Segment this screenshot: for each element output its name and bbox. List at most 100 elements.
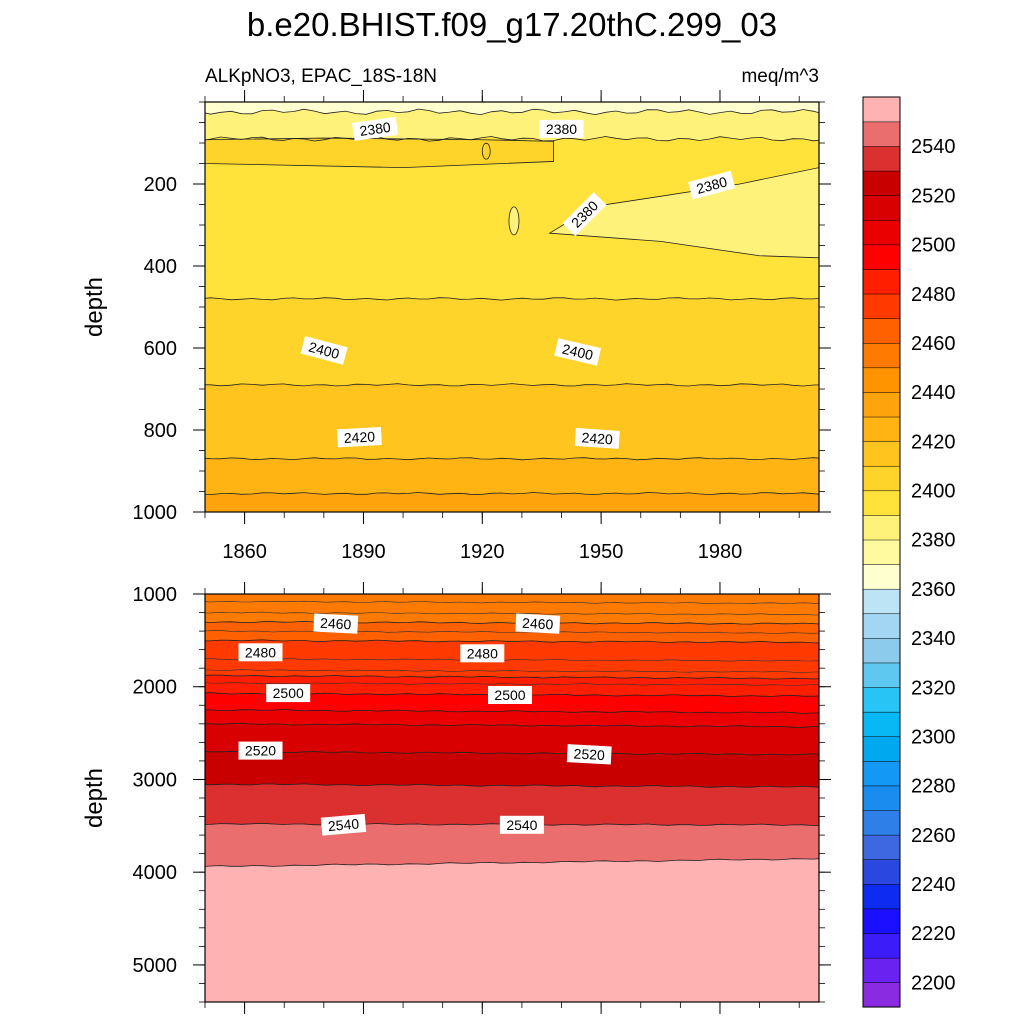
colorbar-swatch — [862, 367, 901, 393]
lower-contour-line-minor — [205, 658, 819, 662]
contour-label: 2500 — [488, 686, 532, 704]
colorbar-swatch — [862, 219, 901, 246]
contour-label: 2400 — [300, 335, 348, 365]
upper-contour-fills — [205, 102, 819, 512]
colorbar-swatch — [862, 564, 901, 590]
colorbar-swatch — [862, 293, 901, 319]
y-tick-label: 3000 — [133, 769, 178, 791]
colorbar-swatch — [862, 883, 901, 910]
colorbar-tick-label: 2260 — [911, 825, 956, 847]
upper-band-2380-wedge — [548, 167, 819, 259]
lower-axes: 1000 2000 3000 4000 5000 — [133, 582, 831, 1014]
colorbar-tick-label: 2540 — [911, 136, 956, 158]
upper-contour-line-2390 — [205, 136, 819, 142]
colorbar: 2200 2220 2240 2260 2280 2300 2320 2340 2360 2380… — [862, 96, 956, 1008]
colorbar-swatch — [862, 539, 901, 565]
contour-label-box — [574, 427, 620, 449]
colorbar-tick-label: 2200 — [911, 972, 956, 994]
contour-label-box — [352, 116, 399, 141]
upper-y-axis-label: depth — [81, 277, 108, 337]
colorbar-tick-label: 2440 — [911, 382, 956, 404]
lower-contour-line-2510 — [205, 722, 819, 728]
contour-label: 2480 — [238, 643, 283, 662]
colorbar-frame — [862, 96, 901, 1008]
colorbar-swatch — [862, 736, 901, 762]
contour-label: 2420 — [337, 427, 382, 448]
colorbar-swatch — [862, 121, 901, 147]
contour-label-box — [238, 643, 283, 662]
colorbar-swatch — [862, 588, 901, 615]
colorbar-swatch — [862, 809, 901, 836]
colorbar-swatch — [862, 760, 901, 787]
colorbar-swatch — [862, 145, 901, 172]
contour-label-box — [266, 684, 311, 703]
contour-label-box — [499, 815, 544, 834]
upper-contour-line-2400 — [205, 297, 819, 301]
colorbar-swatch — [862, 342, 901, 369]
upper-band-2430 — [205, 492, 819, 512]
contour-label-text: 2400 — [307, 339, 341, 363]
colorbar-swatch — [862, 391, 901, 418]
contour-label: 2460 — [515, 613, 561, 634]
chart-subtitle-right: meq/m^3 — [741, 66, 819, 87]
upper-axes: 200 400 600 800 1000 1860 1890 1920 1950 1980 — [133, 90, 831, 563]
colorbar-tick-label: 2280 — [911, 776, 956, 798]
colorbar-swatch — [862, 318, 901, 344]
colorbar-tick-label: 2480 — [911, 284, 956, 306]
colorbar-swatch — [862, 195, 901, 221]
lower-contour-line-minor — [205, 611, 819, 616]
colorbar-swatch — [862, 244, 901, 270]
contour-label-box — [460, 644, 505, 663]
contour-label-text: 2520 — [573, 745, 605, 763]
x-tick-label: 1920 — [460, 541, 505, 563]
contour-label-text: 2540 — [327, 815, 360, 834]
colorbar-swatch — [862, 785, 901, 811]
lower-panel: 2460 2460 2480 2480 2500 2500 2520 2520 2540 2540… — [81, 582, 831, 1014]
lower-contour-fills — [205, 594, 819, 1002]
contour-label-box — [562, 192, 607, 237]
colorbar-swatch — [862, 982, 901, 1008]
colorbar-swatch — [862, 834, 901, 860]
lower-band-2550 — [205, 858, 819, 1002]
colorbar-swatch — [862, 711, 901, 737]
colorbar-swatch — [862, 662, 901, 688]
colorbar-swatch — [862, 932, 901, 959]
colorbar-swatch — [862, 514, 901, 541]
contour-label-text: 2500 — [494, 687, 525, 703]
colorbar-swatch — [862, 613, 901, 639]
colorbar-tick-label: 2420 — [911, 431, 956, 453]
contour-label: 2540 — [320, 813, 367, 836]
lower-contour-line-2470 — [205, 639, 819, 644]
contour-label: 2380 — [352, 116, 399, 141]
lower-contour-line-minor — [205, 682, 819, 686]
lower-contour-line-2520 — [205, 750, 819, 756]
colorbar-swatch — [862, 441, 901, 467]
upper-island-2380 — [508, 206, 520, 236]
y-tick-label: 400 — [144, 256, 177, 278]
colorbar-swatch — [862, 908, 901, 934]
contour-label-box — [554, 338, 602, 366]
upper-band-2400-pocket — [205, 137, 554, 169]
contour-label: 2380 — [539, 119, 584, 138]
y-tick-label: 5000 — [133, 955, 178, 977]
colorbar-tick-label: 2320 — [911, 677, 956, 699]
colorbar-swatch — [862, 490, 901, 516]
contour-label-text: 2500 — [273, 685, 304, 701]
contour-label-box — [320, 813, 367, 836]
upper-contour-line-2380 — [205, 108, 819, 116]
contour-label-text: 2420 — [581, 429, 613, 447]
contour-label-text: 2380 — [546, 121, 577, 137]
contour-label-box — [688, 170, 736, 200]
contour-label: 2460 — [313, 613, 359, 634]
colorbar-tick-label: 2360 — [911, 579, 956, 601]
x-tick-label: 1890 — [341, 541, 386, 563]
colorbar-swatch — [862, 268, 901, 295]
contour-label: 2380 — [688, 170, 736, 200]
colorbar-swatch — [862, 465, 901, 492]
contour-label-box — [238, 741, 283, 760]
lower-contour-line-minor — [205, 600, 819, 604]
contour-label-box — [337, 427, 382, 448]
contour-label-box — [539, 119, 584, 138]
